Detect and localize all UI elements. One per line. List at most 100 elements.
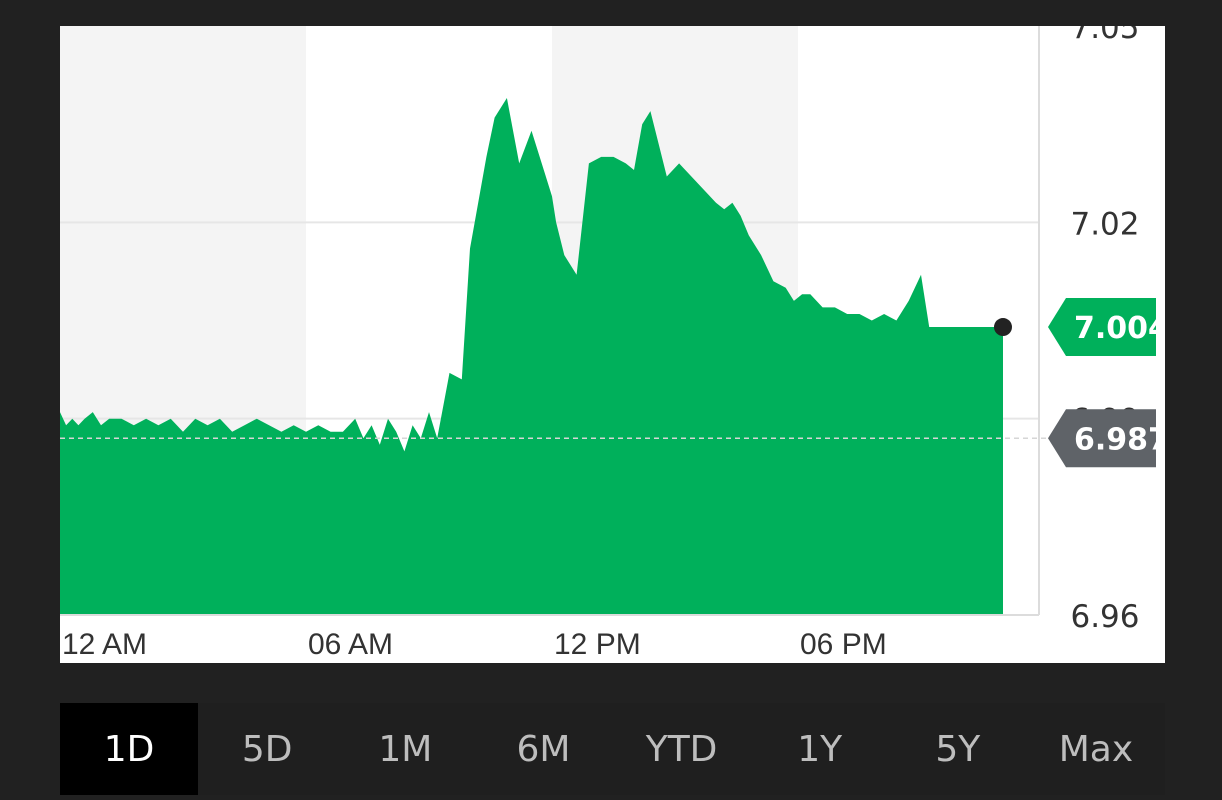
range-button-5d[interactable]: 5D — [241, 728, 293, 770]
data-point[interactable] — [483, 154, 489, 160]
data-point[interactable] — [729, 200, 735, 206]
data-point[interactable] — [918, 272, 924, 278]
data-point[interactable] — [906, 298, 912, 304]
data-point[interactable] — [229, 429, 235, 435]
data-point[interactable] — [106, 416, 112, 422]
data-point[interactable] — [266, 422, 272, 428]
data-point[interactable] — [881, 311, 887, 317]
data-point[interactable] — [783, 285, 789, 291]
data-point[interactable] — [951, 324, 957, 330]
data-point[interactable] — [959, 324, 965, 330]
range-button-max[interactable]: Max — [1058, 728, 1134, 770]
data-point[interactable] — [410, 422, 416, 428]
data-point[interactable] — [369, 422, 375, 428]
data-point[interactable] — [90, 409, 96, 415]
data-point[interactable] — [131, 422, 137, 428]
data-point[interactable] — [561, 252, 567, 258]
data-point[interactable] — [664, 174, 670, 180]
data-point[interactable] — [475, 200, 481, 206]
data-point[interactable] — [143, 416, 149, 422]
range-button-1m[interactable]: 1M — [378, 728, 433, 770]
data-point[interactable] — [168, 416, 174, 422]
data-point[interactable] — [746, 232, 752, 238]
data-point[interactable] — [988, 324, 994, 330]
data-point[interactable] — [291, 422, 297, 428]
data-point[interactable] — [401, 448, 407, 454]
data-point[interactable] — [426, 409, 432, 415]
data-point[interactable] — [631, 167, 637, 173]
range-button-6m[interactable]: 6M — [516, 728, 571, 770]
data-point[interactable] — [656, 141, 662, 147]
data-point[interactable] — [857, 311, 863, 317]
data-point[interactable] — [516, 160, 522, 166]
data-point[interactable] — [328, 429, 334, 435]
data-point[interactable] — [549, 193, 555, 199]
data-point[interactable] — [82, 416, 88, 422]
data-point[interactable] — [69, 416, 75, 422]
data-point[interactable] — [721, 206, 727, 212]
data-point[interactable] — [574, 272, 580, 278]
data-point[interactable] — [385, 416, 391, 422]
data-point[interactable] — [611, 154, 617, 160]
data-point[interactable] — [254, 416, 260, 422]
data-point[interactable] — [738, 213, 744, 219]
range-button-1d[interactable]: 1D — [60, 703, 199, 795]
data-point[interactable] — [541, 167, 547, 173]
data-point[interactable] — [598, 154, 604, 160]
current-price-dot — [994, 318, 1012, 337]
data-point[interactable] — [586, 160, 592, 166]
data-point[interactable] — [377, 442, 383, 448]
data-point[interactable] — [340, 429, 346, 435]
data-point[interactable] — [278, 429, 284, 435]
data-point[interactable] — [971, 324, 977, 330]
data-point[interactable] — [393, 429, 399, 435]
data-point[interactable] — [807, 291, 813, 297]
data-point[interactable] — [75, 422, 81, 428]
data-point[interactable] — [820, 304, 826, 310]
data-point[interactable] — [504, 95, 510, 101]
data-point[interactable] — [180, 429, 186, 435]
data-point[interactable] — [943, 324, 949, 330]
previous-close-tag — [1048, 409, 1156, 468]
data-point[interactable] — [623, 160, 629, 166]
data-point[interactable] — [217, 416, 223, 422]
data-point[interactable] — [832, 304, 838, 310]
data-point[interactable] — [926, 324, 932, 330]
data-point[interactable] — [647, 108, 653, 114]
data-point[interactable] — [934, 324, 940, 330]
data-point[interactable] — [155, 422, 161, 428]
x-tick-label: 12 AM — [62, 628, 147, 661]
data-point[interactable] — [459, 376, 465, 382]
data-point[interactable] — [893, 318, 899, 324]
data-point[interactable] — [770, 278, 776, 284]
data-point[interactable] — [639, 121, 645, 127]
data-point[interactable] — [315, 422, 321, 428]
data-point[interactable] — [529, 128, 535, 134]
data-point[interactable] — [192, 416, 198, 422]
data-point[interactable] — [869, 318, 875, 324]
data-point[interactable] — [119, 416, 125, 422]
data-point[interactable] — [758, 252, 764, 258]
data-point[interactable] — [553, 219, 559, 225]
data-point[interactable] — [205, 422, 211, 428]
range-button-ytd[interactable]: YTD — [645, 728, 718, 770]
data-point[interactable] — [688, 174, 694, 180]
range-button-1y[interactable]: 1Y — [797, 728, 843, 770]
data-point[interactable] — [791, 298, 797, 304]
data-point[interactable] — [676, 160, 682, 166]
data-point[interactable] — [242, 422, 248, 428]
data-point[interactable] — [447, 370, 453, 376]
data-point[interactable] — [844, 311, 850, 317]
data-point[interactable] — [701, 187, 707, 193]
data-point[interactable] — [352, 416, 358, 422]
price-area[interactable] — [60, 98, 1003, 615]
data-point[interactable] — [492, 115, 498, 121]
range-button-5y[interactable]: 5Y — [935, 728, 981, 770]
data-point[interactable] — [467, 246, 473, 252]
data-point[interactable] — [63, 422, 69, 428]
data-point[interactable] — [303, 429, 309, 435]
data-point[interactable] — [98, 422, 104, 428]
data-point[interactable] — [713, 200, 719, 206]
data-point[interactable] — [799, 291, 805, 297]
